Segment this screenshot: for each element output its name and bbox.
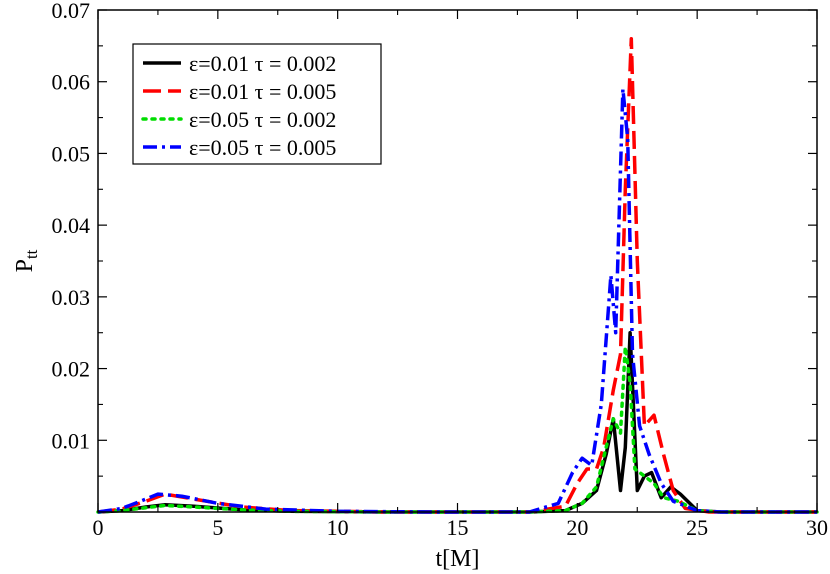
legend-label-4: ε=0.05 τ = 0.005 (189, 135, 336, 160)
legend-label-3: ε=0.05 τ = 0.002 (189, 107, 336, 132)
y-tick-label: 0.07 (52, 0, 91, 23)
y-tick-label: 0.05 (52, 141, 91, 166)
y-tick-label: 0.02 (52, 357, 91, 382)
y-tick-label: 0.01 (52, 428, 91, 453)
y-axis-title-sub: tt (22, 249, 41, 259)
ticks-layer: 0 5 10 15 20 25 30 0.01 0.02 0.03 0.04 0.05 0.06 0.07 (52, 0, 829, 540)
series-layer (96, 36, 819, 514)
legend: ε=0.01 τ = 0.002 ε=0.01 τ = 0.005 ε=0.05 τ… (132, 43, 382, 165)
x-tick-label: 30 (806, 515, 828, 540)
x-tick-label: 0 (93, 515, 104, 540)
x-axis-title: t[M] (436, 546, 480, 572)
series-line-3 (96, 345, 819, 514)
legend-label-1: ε=0.01 τ = 0.002 (189, 51, 336, 76)
legend-label-2: ε=0.01 τ = 0.005 (189, 79, 336, 104)
y-axis-title: Ptt (12, 249, 41, 272)
y-tick-label: 0.03 (52, 285, 91, 310)
series-line-4 (97, 87, 817, 514)
y-axis-title-main: P (12, 259, 38, 272)
y-tick-label: 0.04 (52, 213, 91, 238)
x-tick-label: 5 (212, 515, 223, 540)
y-tick-label: 0.06 (52, 70, 91, 95)
x-tick-label: 10 (327, 515, 349, 540)
x-tick-label: 25 (686, 515, 708, 540)
x-tick-label: 15 (447, 515, 469, 540)
series-line-2 (97, 36, 817, 514)
series-line-1 (97, 330, 817, 514)
x-tick-label: 20 (566, 515, 588, 540)
